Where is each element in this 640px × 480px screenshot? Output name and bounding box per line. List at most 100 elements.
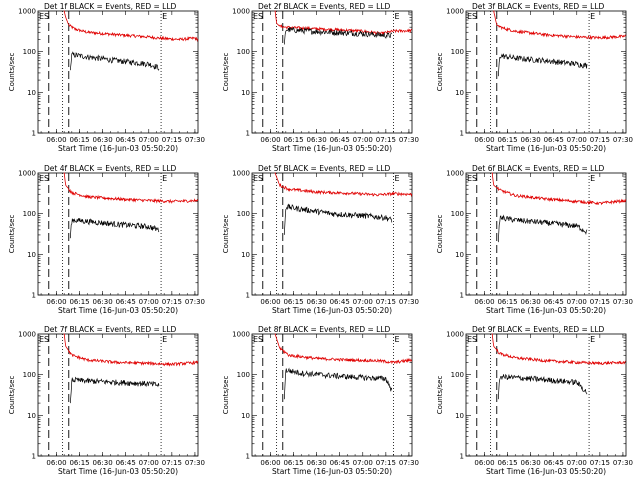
y-axis-label: Counts/sec	[8, 215, 16, 254]
panel-8: Det 8f BLACK = Events, RED = LLD 1 10 100 10…	[222, 325, 419, 476]
x-tick-label: 06:45	[116, 136, 136, 144]
black-events-series	[283, 26, 393, 45]
x-tick-label: 06:00	[474, 136, 494, 144]
start-marker-label: ES	[253, 12, 263, 21]
x-tick-label: 07:00	[353, 136, 373, 144]
y-tick-label: 1	[460, 130, 464, 138]
y-tick-label: 1	[32, 130, 36, 138]
y-tick-label: 1000	[18, 331, 36, 339]
plot-frame	[251, 333, 413, 457]
x-axis-label: Start Time (16-Jun-03 05:50:20)	[58, 467, 178, 476]
panel-9: Det 9f BLACK = Events, RED = LLD 1 10 100 10…	[436, 325, 633, 476]
x-tick-label: 06:45	[544, 459, 564, 467]
x-tick-label: 06:45	[116, 459, 136, 467]
x-axis-label: Start Time (16-Jun-03 05:50:20)	[272, 467, 392, 476]
y-tick-label: 1	[246, 453, 250, 461]
y-tick-label: 10	[27, 251, 36, 259]
y-tick-label: 10	[27, 89, 36, 97]
x-tick-label: 06:15	[283, 136, 303, 144]
x-tick-label: 07:30	[185, 298, 205, 306]
black-events-series	[283, 367, 393, 400]
y-tick-label: 1	[246, 292, 250, 300]
y-axis-label: Counts/sec	[8, 376, 16, 415]
x-tick-label: 07:30	[399, 298, 419, 306]
y-tick-label: 1000	[446, 331, 464, 339]
red-lld-series	[493, 10, 626, 40]
x-tick-label: 07:30	[185, 136, 205, 144]
x-tick-label: 06:15	[69, 459, 89, 467]
x-tick-label: 07:15	[590, 136, 610, 144]
y-axis-label: Counts/sec	[222, 376, 230, 415]
y-tick-label: 10	[455, 412, 464, 420]
x-tick-label: 07:30	[613, 298, 633, 306]
x-tick-label: 06:00	[46, 298, 66, 306]
x-tick-label: 07:00	[567, 136, 587, 144]
x-tick-label: 06:00	[474, 459, 494, 467]
start-marker-label: ES	[467, 335, 477, 344]
black-events-series	[69, 218, 160, 239]
y-tick-label: 100	[237, 48, 250, 56]
y-tick-label: 10	[27, 412, 36, 420]
y-tick-label: 1000	[232, 170, 250, 178]
x-axis-label: Start Time (16-Jun-03 05:50:20)	[58, 306, 178, 315]
red-lld-series	[63, 333, 199, 367]
y-tick-label: 1000	[18, 170, 36, 178]
x-tick-label: 07:00	[567, 459, 587, 467]
x-tick-label: 07:15	[376, 136, 396, 144]
start-marker-label: ES	[253, 174, 263, 183]
panel-title: Det 1f BLACK = Events, RED = LLD	[44, 2, 177, 11]
x-tick-label: 06:15	[497, 459, 517, 467]
y-tick-label: 100	[23, 210, 36, 218]
y-tick-label: 1	[246, 130, 250, 138]
plot-frame	[37, 333, 199, 457]
x-tick-label: 06:15	[283, 298, 303, 306]
x-tick-label: 06:30	[93, 298, 113, 306]
black-events-series	[69, 51, 160, 71]
x-tick-label: 06:30	[307, 459, 327, 467]
x-axis-label: Start Time (16-Jun-03 05:50:20)	[58, 144, 178, 153]
x-tick-label: 06:45	[330, 136, 350, 144]
x-tick-label: 06:15	[69, 298, 89, 306]
x-tick-label: 07:30	[613, 136, 633, 144]
end-marker-label: E	[162, 174, 167, 183]
x-tick-label: 06:15	[497, 136, 517, 144]
x-axis-label: Start Time (16-Jun-03 05:50:20)	[272, 306, 392, 315]
end-marker-label: E	[162, 335, 167, 344]
start-marker-label: ES	[39, 335, 49, 344]
panel-title: Det 3f BLACK = Events, RED = LLD	[472, 2, 605, 11]
panel-4: Det 4f BLACK = Events, RED = LLD 1 10 100 10…	[8, 164, 205, 315]
plot-frame	[465, 333, 627, 457]
y-tick-label: 1	[32, 453, 36, 461]
x-axis-label: Start Time (16-Jun-03 05:50:20)	[486, 306, 606, 315]
x-tick-label: 06:45	[544, 298, 564, 306]
red-lld-series	[491, 333, 626, 366]
x-tick-label: 07:00	[139, 136, 159, 144]
panel-5: Det 5f BLACK = Events, RED = LLD 1 10 100 10…	[222, 164, 419, 315]
y-tick-label: 100	[451, 48, 464, 56]
red-lld-series	[274, 172, 413, 197]
y-axis-label: Counts/sec	[436, 215, 444, 254]
y-tick-label: 1000	[446, 8, 464, 16]
x-tick-label: 06:15	[69, 136, 89, 144]
panel-title: Det 4f BLACK = Events, RED = LLD	[44, 164, 177, 173]
y-tick-label: 1	[460, 453, 464, 461]
x-tick-label: 06:30	[521, 459, 541, 467]
end-marker-label: E	[590, 12, 595, 21]
panel-6: Det 6f BLACK = Events, RED = LLD 1 10 100 10…	[436, 164, 633, 315]
panel-title: Det 5f BLACK = Events, RED = LLD	[258, 164, 391, 173]
x-tick-label: 06:30	[307, 298, 327, 306]
y-tick-label: 1	[460, 292, 464, 300]
x-tick-label: 06:00	[46, 459, 66, 467]
plot-frame	[37, 172, 199, 296]
x-tick-label: 06:45	[330, 459, 350, 467]
panel-title: Det 2f BLACK = Events, RED = LLD	[258, 2, 391, 11]
end-marker-label: E	[395, 12, 400, 21]
y-axis-label: Counts/sec	[8, 53, 16, 92]
panel-title: Det 7f BLACK = Events, RED = LLD	[44, 325, 177, 334]
x-tick-label: 07:00	[567, 298, 587, 306]
y-tick-label: 10	[241, 412, 250, 420]
x-tick-label: 06:15	[283, 459, 303, 467]
x-tick-label: 07:15	[376, 459, 396, 467]
y-axis-label: Counts/sec	[436, 376, 444, 415]
start-marker-label: ES	[467, 12, 477, 21]
